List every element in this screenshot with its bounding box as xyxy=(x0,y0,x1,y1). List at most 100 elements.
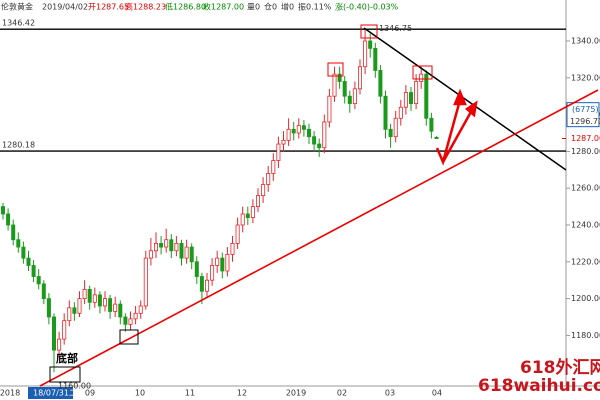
change: 涨(-0.40)-0.03% xyxy=(335,2,399,12)
marker-box xyxy=(412,65,433,80)
open: 开1287.65 xyxy=(88,3,129,12)
level-label: 1280.18 xyxy=(2,141,35,150)
candle-body xyxy=(240,213,245,226)
candle-body xyxy=(347,95,352,104)
volume: 量0 xyxy=(247,3,260,12)
candle-body xyxy=(388,128,393,138)
level-label: 1346.42 xyxy=(2,19,35,28)
candle-body xyxy=(159,242,164,248)
candle-body xyxy=(92,294,97,303)
marker-box xyxy=(119,329,139,345)
candle-body xyxy=(62,320,67,340)
candle-body xyxy=(434,136,439,139)
resistance-trendline xyxy=(363,27,567,171)
candle-body xyxy=(281,139,286,145)
candle-body xyxy=(306,128,311,138)
candle-body xyxy=(327,95,332,123)
candle-body xyxy=(77,298,82,314)
candle-body xyxy=(67,307,72,322)
candle-body xyxy=(363,40,368,68)
candle-body xyxy=(271,160,276,174)
candle-body xyxy=(210,265,215,281)
x-tick-label: 04 xyxy=(432,389,442,398)
x-tick-label: 10 xyxy=(135,389,145,398)
marker-box xyxy=(327,62,344,77)
candle-body xyxy=(429,117,434,132)
y-tick-label: 1280.00 xyxy=(571,147,600,156)
candle-body xyxy=(179,242,184,259)
instrument: 伦敦黄金 xyxy=(1,2,33,12)
support-trendline xyxy=(39,89,599,387)
candle-body xyxy=(332,73,337,97)
candle-body xyxy=(87,288,92,303)
x-tick-label: 03 xyxy=(385,389,395,398)
candle-body xyxy=(337,73,342,82)
bottom-label: 底部 xyxy=(56,351,78,365)
candle-body xyxy=(368,40,373,49)
x-tick-label: 09 xyxy=(85,389,95,398)
candle-body xyxy=(123,316,128,325)
candle-body xyxy=(52,316,57,351)
y-tick-label: 1220.00 xyxy=(571,257,600,266)
amplitude: 振0.11% xyxy=(298,2,332,12)
watermark-name: 618外汇网 xyxy=(520,357,600,378)
candle-body xyxy=(235,224,240,244)
candle-body xyxy=(393,117,398,138)
cursor-price-box xyxy=(566,102,600,128)
x-tick-label: 18/07/31二 xyxy=(33,389,77,398)
increase: 增0 xyxy=(281,2,294,12)
candle-body xyxy=(261,184,266,196)
y-tick-label: 1320.00 xyxy=(571,73,600,82)
candle-body xyxy=(57,338,62,351)
candle-body xyxy=(41,283,46,300)
x-tick-label: 2019 xyxy=(286,389,306,398)
candle-body xyxy=(133,312,138,320)
high: 高1288.23 xyxy=(125,2,166,12)
candle-body xyxy=(82,288,87,299)
candle-body xyxy=(21,246,26,259)
candle-body xyxy=(286,128,291,141)
candle-body xyxy=(352,88,357,104)
last-price-label: 1287.00 xyxy=(571,134,600,143)
low: 低1286.80 xyxy=(165,2,206,12)
candle-body xyxy=(266,173,271,185)
cursor-price-label: 1296.70 xyxy=(570,117,600,126)
y-tick-label: 1180.00 xyxy=(571,331,600,340)
position: 仓0 xyxy=(264,2,277,12)
cursor-date-box xyxy=(28,387,73,399)
candle-body xyxy=(220,257,225,272)
candle-body xyxy=(26,257,31,266)
marker-box xyxy=(360,24,378,39)
marker-box xyxy=(49,366,81,383)
candle-body xyxy=(301,125,306,130)
candle-body xyxy=(296,125,301,134)
candle-body xyxy=(143,257,148,307)
candle-body xyxy=(194,261,199,277)
candle-body xyxy=(189,246,194,263)
candle-body xyxy=(97,294,102,307)
cursor-count: (6775) xyxy=(572,105,599,114)
candle-body xyxy=(11,224,16,241)
date: 2019/04/02 xyxy=(42,3,88,12)
candle-body xyxy=(322,121,327,149)
candle-body xyxy=(31,265,36,277)
header: 伦敦黄金 2019/04/02 开1287.65 高1288.23 低1286.… xyxy=(1,2,399,12)
candle-body xyxy=(291,128,296,134)
candle-body xyxy=(357,66,362,90)
candle-body xyxy=(153,242,158,252)
candle-body xyxy=(378,70,383,97)
close: 收1287.00 xyxy=(203,2,244,12)
x-tick-label: 02 xyxy=(337,389,347,398)
y-tick-label: 1240.00 xyxy=(571,221,600,230)
y-tick-label: 1260.00 xyxy=(571,184,600,193)
candle-body xyxy=(204,279,209,292)
candle-body xyxy=(408,92,413,104)
x-tick-label: 11 xyxy=(185,389,195,398)
candle-body xyxy=(174,242,179,252)
low-label: 1160.00 xyxy=(58,382,91,391)
candle-body xyxy=(6,213,11,226)
candle-body xyxy=(108,298,113,312)
watermark-url: 618waihui.com xyxy=(478,376,600,396)
